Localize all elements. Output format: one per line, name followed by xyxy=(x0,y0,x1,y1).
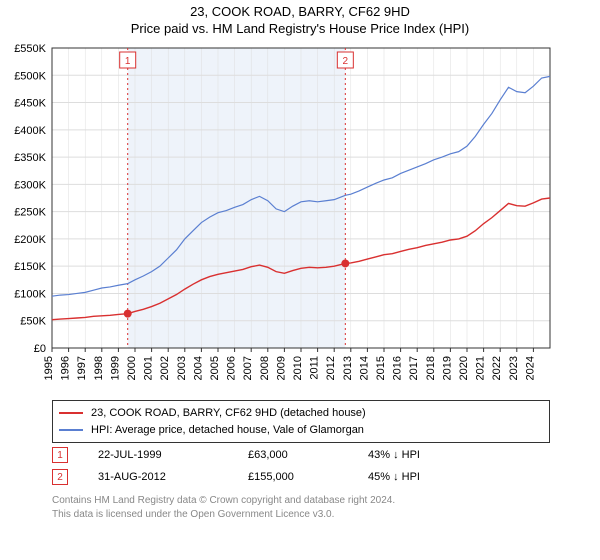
title-block: 23, COOK ROAD, BARRY, CF62 9HD Price pai… xyxy=(0,0,600,36)
legend-label: 23, COOK ROAD, BARRY, CF62 9HD (detached… xyxy=(91,405,366,422)
sale-marker: 2 xyxy=(52,469,68,485)
svg-text:2012: 2012 xyxy=(325,356,337,380)
svg-text:1999: 1999 xyxy=(109,356,121,380)
svg-text:1998: 1998 xyxy=(93,356,105,380)
svg-text:2001: 2001 xyxy=(143,356,155,380)
legend-swatch xyxy=(59,429,83,431)
sale-delta: 45% ↓ HPI xyxy=(368,471,468,483)
svg-text:£200K: £200K xyxy=(14,234,46,246)
svg-text:2022: 2022 xyxy=(491,356,503,380)
legend: 23, COOK ROAD, BARRY, CF62 9HD (detached… xyxy=(52,400,550,443)
svg-text:2013: 2013 xyxy=(342,356,354,380)
sale-delta: 43% ↓ HPI xyxy=(368,449,468,461)
svg-text:£100K: £100K xyxy=(14,288,46,300)
sale-price: £155,000 xyxy=(248,471,338,483)
footer-line-1: Contains HM Land Registry data © Crown c… xyxy=(52,494,552,508)
svg-text:£50K: £50K xyxy=(20,316,46,328)
sale-date: 31-AUG-2012 xyxy=(98,471,218,483)
legend-row: 23, COOK ROAD, BARRY, CF62 9HD (detached… xyxy=(59,405,543,422)
svg-text:1995: 1995 xyxy=(43,356,55,380)
svg-text:2007: 2007 xyxy=(242,356,254,380)
svg-text:1996: 1996 xyxy=(60,356,72,380)
svg-text:£350K: £350K xyxy=(14,152,46,164)
legend-label: HPI: Average price, detached house, Vale… xyxy=(91,422,364,439)
svg-text:2006: 2006 xyxy=(226,356,238,380)
footer: Contains HM Land Registry data © Crown c… xyxy=(52,494,552,522)
svg-text:2011: 2011 xyxy=(309,356,321,380)
legend-swatch xyxy=(59,412,83,414)
svg-text:2: 2 xyxy=(343,56,349,67)
svg-text:2020: 2020 xyxy=(458,356,470,380)
svg-text:2015: 2015 xyxy=(375,356,387,380)
svg-text:2019: 2019 xyxy=(441,356,453,380)
svg-text:2005: 2005 xyxy=(209,356,221,380)
sales-table: 1 22-JUL-1999 £63,000 43% ↓ HPI 2 31-AUG-2012… xyxy=(52,444,550,488)
svg-text:2009: 2009 xyxy=(275,356,287,380)
svg-text:2010: 2010 xyxy=(292,356,304,380)
svg-text:2024: 2024 xyxy=(524,356,536,380)
svg-text:£250K: £250K xyxy=(14,207,46,219)
svg-text:2021: 2021 xyxy=(475,356,487,380)
svg-text:1997: 1997 xyxy=(76,356,88,380)
sale-row: 2 31-AUG-2012 £155,000 45% ↓ HPI xyxy=(52,466,550,488)
footer-line-2: This data is licensed under the Open Gov… xyxy=(52,508,552,522)
svg-text:2014: 2014 xyxy=(358,356,370,380)
svg-text:£550K: £550K xyxy=(14,43,46,55)
svg-text:£500K: £500K xyxy=(14,70,46,82)
svg-text:2023: 2023 xyxy=(508,356,520,380)
svg-text:1: 1 xyxy=(125,56,131,67)
svg-text:2004: 2004 xyxy=(192,356,204,380)
svg-text:2017: 2017 xyxy=(408,356,420,380)
svg-text:£300K: £300K xyxy=(14,179,46,191)
svg-text:2000: 2000 xyxy=(126,356,138,380)
title-line-2: Price paid vs. HM Land Registry's House … xyxy=(0,21,600,36)
svg-text:2016: 2016 xyxy=(392,356,404,380)
sale-marker: 1 xyxy=(52,447,68,463)
svg-text:£150K: £150K xyxy=(14,261,46,273)
sale-row: 1 22-JUL-1999 £63,000 43% ↓ HPI xyxy=(52,444,550,466)
svg-text:£400K: £400K xyxy=(14,125,46,137)
svg-text:£0: £0 xyxy=(34,343,46,355)
legend-row: HPI: Average price, detached house, Vale… xyxy=(59,422,543,439)
title-line-1: 23, COOK ROAD, BARRY, CF62 9HD xyxy=(0,4,600,19)
svg-text:2008: 2008 xyxy=(259,356,271,380)
svg-text:£450K: £450K xyxy=(14,98,46,110)
svg-text:2003: 2003 xyxy=(176,356,188,380)
sale-price: £63,000 xyxy=(248,449,338,461)
svg-text:2018: 2018 xyxy=(425,356,437,380)
sale-date: 22-JUL-1999 xyxy=(98,449,218,461)
svg-text:2002: 2002 xyxy=(159,356,171,380)
chart: £0 £50K £100K £150K £200K £250K £300K £350K £400… xyxy=(0,42,600,394)
